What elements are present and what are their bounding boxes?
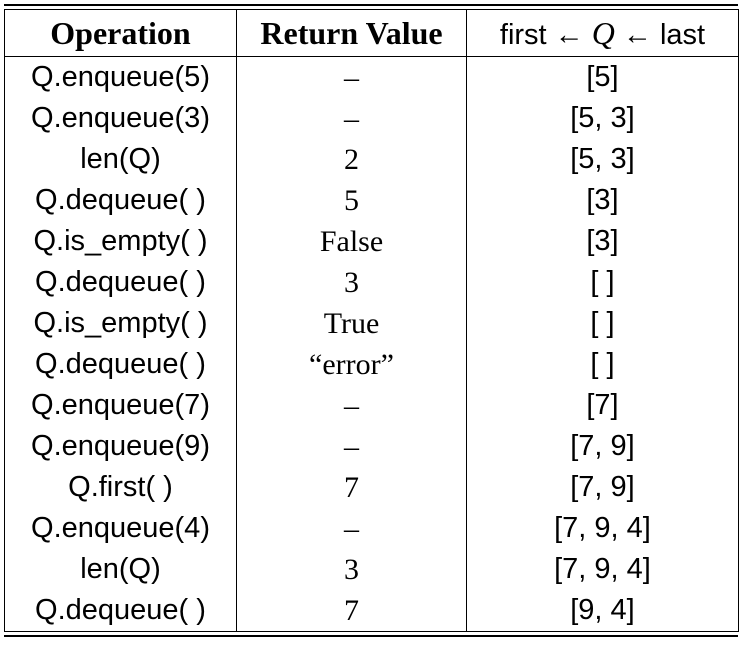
header-return-value: Return Value bbox=[236, 9, 467, 57]
operation-cell: Q.enqueue(3) bbox=[4, 98, 237, 139]
queue-state-cell: [5] bbox=[466, 56, 739, 98]
operation-cell: len(Q) bbox=[4, 549, 237, 590]
queue-state-cell: [7, 9] bbox=[466, 426, 739, 467]
queue-state-cell: [7, 9] bbox=[466, 467, 739, 508]
queue-state-cell: [ ] bbox=[466, 344, 739, 385]
header-row: Operation Return Value first ← Q ← last bbox=[4, 9, 739, 57]
table-row: Q.enqueue(5) – [5] bbox=[4, 56, 739, 98]
header-operation: Operation bbox=[4, 9, 237, 57]
operation-cell: Q.dequeue( ) bbox=[4, 344, 237, 385]
table-row: Q.enqueue(4) – [7, 9, 4] bbox=[4, 508, 739, 549]
operation-cell: Q.enqueue(9) bbox=[4, 426, 237, 467]
table-row: Q.dequeue( ) 7 [9, 4] bbox=[4, 590, 739, 632]
return-value-cell: – bbox=[236, 385, 467, 426]
return-value-cell: 5 bbox=[236, 180, 467, 221]
queue-state-cell: [9, 4] bbox=[466, 590, 739, 632]
queue-state-cell: [7] bbox=[466, 385, 739, 426]
return-value-cell: – bbox=[236, 508, 467, 549]
operation-cell: Q.enqueue(4) bbox=[4, 508, 237, 549]
queue-state-cell: [3] bbox=[466, 180, 739, 221]
table-row: Q.enqueue(7) – [7] bbox=[4, 385, 739, 426]
header-last-label: last bbox=[659, 18, 706, 51]
return-value-cell: 2 bbox=[236, 139, 467, 180]
return-value-cell: “error” bbox=[236, 344, 467, 385]
table-row: Q.dequeue( ) “error”[ ] bbox=[4, 344, 739, 385]
return-value-cell: False bbox=[236, 221, 467, 262]
operation-cell: Q.is_empty( ) bbox=[4, 221, 237, 262]
header-q-symbol: Q bbox=[591, 14, 615, 51]
header-first-label: first bbox=[499, 18, 547, 51]
operation-cell: Q.enqueue(7) bbox=[4, 385, 237, 426]
queue-state-cell: [7, 9, 4] bbox=[466, 549, 739, 590]
queue-state-cell: [3] bbox=[466, 221, 739, 262]
queue-operations-table: Operation Return Value first ← Q ← last … bbox=[4, 9, 739, 632]
table-row: Q.enqueue(3) – [5, 3] bbox=[4, 98, 739, 139]
operation-cell: len(Q) bbox=[4, 139, 237, 180]
return-value-cell: – bbox=[236, 98, 467, 139]
table-row: Q.dequeue( ) 3[ ] bbox=[4, 262, 739, 303]
left-arrow-icon: ← bbox=[554, 18, 584, 51]
return-value-cell: – bbox=[236, 426, 467, 467]
queue-state-cell: [ ] bbox=[466, 262, 739, 303]
return-value-cell: 7 bbox=[236, 590, 467, 632]
queue-state-cell: [5, 3] bbox=[466, 98, 739, 139]
queue-state-cell: [ ] bbox=[466, 303, 739, 344]
operation-cell: Q.dequeue( ) bbox=[4, 262, 237, 303]
table-row: len(Q) 3 [7, 9, 4] bbox=[4, 549, 739, 590]
table-body: Q.enqueue(5) – [5] Q.enqueue(3) – [5, 3] len(Q… bbox=[4, 56, 739, 632]
return-value-cell: 7 bbox=[236, 467, 467, 508]
left-arrow-icon: ← bbox=[622, 18, 652, 51]
operation-cell: Q.dequeue( ) bbox=[4, 180, 237, 221]
operation-cell: Q.first( ) bbox=[4, 467, 237, 508]
table-row: Q.first( ) 7 [7, 9] bbox=[4, 467, 739, 508]
table-row: Q.enqueue(9) – [7, 9] bbox=[4, 426, 739, 467]
return-value-cell: 3 bbox=[236, 549, 467, 590]
table-row: Q.dequeue( ) 5 [3] bbox=[4, 180, 739, 221]
queue-state-cell: [7, 9, 4] bbox=[466, 508, 739, 549]
return-value-cell: 3 bbox=[236, 262, 467, 303]
table-row: len(Q) 2 [5, 3] bbox=[4, 139, 739, 180]
table-row: Q.is_empty( ) False [3] bbox=[4, 221, 739, 262]
return-value-cell: – bbox=[236, 56, 467, 98]
header-queue-state: first ← Q ← last bbox=[466, 9, 739, 57]
operation-cell: Q.dequeue( ) bbox=[4, 590, 237, 632]
operation-cell: Q.is_empty( ) bbox=[4, 303, 237, 344]
table-header: Operation Return Value first ← Q ← last bbox=[4, 9, 739, 57]
return-value-cell: True bbox=[236, 303, 467, 344]
table-row: Q.is_empty( ) True[ ] bbox=[4, 303, 739, 344]
operation-cell: Q.enqueue(5) bbox=[4, 56, 237, 98]
queue-state-cell: [5, 3] bbox=[466, 139, 739, 180]
queue-operations-table-frame: Operation Return Value first ← Q ← last … bbox=[4, 4, 739, 637]
